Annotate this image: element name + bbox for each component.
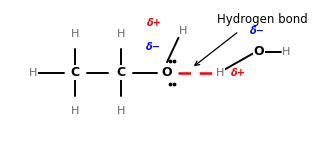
Text: H: H: [216, 67, 224, 78]
Text: O: O: [162, 66, 172, 79]
Text: C: C: [71, 66, 80, 79]
Text: O: O: [253, 45, 264, 58]
Text: δ−: δ−: [249, 26, 265, 36]
Text: H: H: [29, 67, 37, 78]
Text: H: H: [117, 29, 125, 39]
Text: δ−: δ−: [146, 42, 161, 52]
Text: δ+: δ+: [231, 67, 246, 78]
Text: H: H: [117, 106, 125, 116]
Text: H: H: [179, 26, 187, 36]
Text: Hydrogen bond: Hydrogen bond: [216, 13, 307, 26]
Text: C: C: [117, 66, 126, 79]
Text: δ+: δ+: [147, 18, 162, 28]
Text: H: H: [282, 47, 291, 57]
Text: H: H: [71, 29, 79, 39]
Text: H: H: [71, 106, 79, 116]
